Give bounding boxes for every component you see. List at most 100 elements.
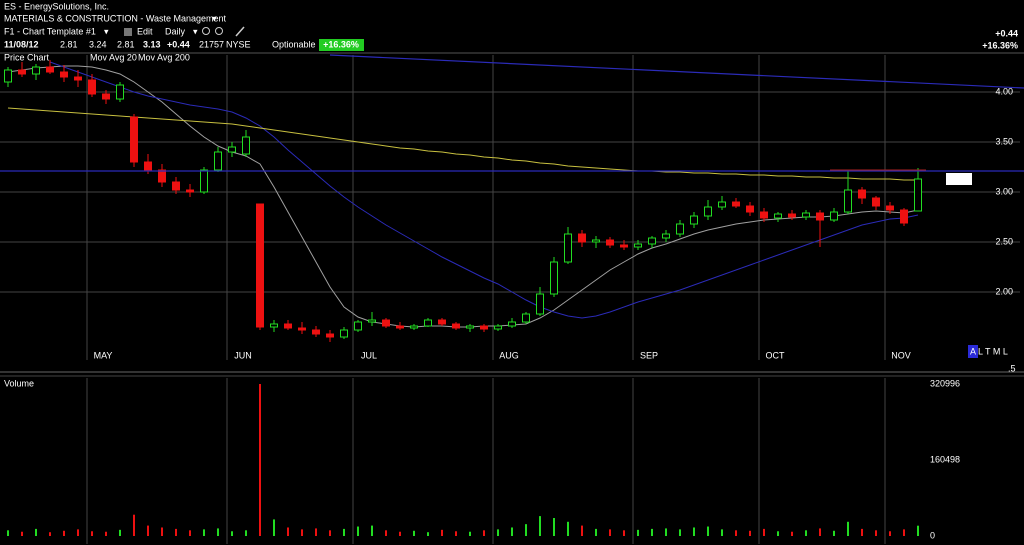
candle-body: [858, 189, 866, 199]
volume-bar: [35, 528, 37, 536]
volume-bar: [273, 519, 275, 536]
candle-body: [368, 319, 376, 323]
y-tick-label: 4.00: [995, 86, 1013, 96]
volume-bar: [217, 528, 219, 536]
candle-body: [830, 211, 838, 221]
volume-bar: [875, 530, 877, 536]
candle-body: [46, 66, 54, 73]
volume-tick-label: 320996: [930, 378, 960, 388]
volume-bar: [483, 530, 485, 536]
volume-bar: [147, 525, 149, 536]
y-tick-label: 2.00: [995, 286, 1013, 296]
candle-body: [662, 233, 670, 239]
volume-bar: [469, 531, 471, 536]
candle-body: [270, 323, 278, 328]
x-tick-label: JUL: [361, 350, 377, 360]
candle-body: [410, 325, 418, 329]
candle-body: [690, 215, 698, 225]
candle-body: [718, 201, 726, 208]
volume-bar: [21, 531, 23, 536]
volume-bar: [49, 532, 51, 536]
candle-body: [564, 233, 572, 263]
candle-body: [382, 319, 390, 327]
legend-price: Price Chart: [4, 52, 50, 62]
y-tick-label: 2.50: [995, 236, 1013, 246]
volume-bar: [637, 529, 639, 536]
volume-bar: [119, 529, 121, 536]
candle-body: [158, 169, 166, 183]
period[interactable]: Daily: [165, 26, 186, 36]
candle-body: [354, 321, 362, 331]
y-tick-label: 3.50: [995, 136, 1013, 146]
edit-button[interactable]: Edit: [137, 26, 153, 36]
candle-body: [256, 203, 264, 328]
sector[interactable]: MATERIALS & CONSTRUCTION - Waste Managem…: [4, 13, 227, 23]
candle-body: [900, 209, 908, 224]
sector-dropdown[interactable]: ▾: [212, 13, 217, 23]
code-box[interactable]: [968, 345, 978, 358]
quote-volume: 21757: [199, 39, 224, 49]
zoom-in-icon[interactable]: [202, 27, 210, 35]
candle-body: [620, 244, 628, 248]
zoom-out-icon[interactable]: [215, 27, 223, 35]
candle-body: [298, 327, 306, 331]
candle-body: [74, 76, 82, 81]
volume-bar: [665, 528, 667, 536]
template-dropdown[interactable]: ▾: [104, 26, 109, 36]
quote-open: 2.81: [60, 39, 78, 49]
candle-body: [704, 206, 712, 217]
volume-bar: [77, 529, 79, 536]
change-right: +0.44: [995, 28, 1018, 38]
volume-bar: [623, 530, 625, 536]
draw-tool-icon[interactable]: [235, 26, 245, 37]
moving-average-line: [49, 61, 919, 319]
volume-bar: [735, 530, 737, 536]
quote-low: 2.81: [117, 39, 135, 49]
candle-body: [788, 213, 796, 218]
candle-body: [396, 325, 404, 329]
legend-entry: Mov Avg 20: [90, 52, 137, 62]
volume-bar: [91, 531, 93, 536]
volume-bar: [63, 530, 65, 536]
template[interactable]: F1 - Chart Template #1: [4, 26, 96, 36]
volume-bar: [553, 518, 555, 536]
volume-bar: [329, 530, 331, 536]
volume-bar: [441, 529, 443, 536]
volume-bar: [567, 521, 569, 536]
volume-bar: [231, 531, 233, 536]
volume-bar: [189, 530, 191, 536]
candle-body: [326, 333, 334, 338]
period-dropdown[interactable]: ▾: [193, 26, 198, 36]
volume-bar: [749, 530, 751, 536]
volume-bar: [399, 531, 401, 536]
volume-bar: [301, 529, 303, 536]
x-tick-label: AUG: [499, 350, 519, 360]
candle-body: [732, 201, 740, 207]
volume-bar: [371, 525, 373, 536]
volume-bar: [539, 516, 541, 536]
quote-date: 11/08/12: [4, 39, 39, 49]
quote-change: +0.44: [167, 39, 190, 49]
last-price-box: [946, 173, 972, 185]
candle-body: [578, 233, 586, 243]
candle-body: [606, 239, 614, 246]
volume-bar: [833, 530, 835, 536]
candle-body: [886, 205, 894, 211]
volume-bar: [679, 529, 681, 536]
overlay-codes[interactable]: A L T M L: [970, 346, 1008, 356]
trend-line[interactable]: [329, 54, 1024, 89]
edit-icon[interactable]: [124, 28, 132, 36]
volume-bar: [917, 525, 919, 536]
candle-body: [452, 323, 460, 329]
moving-average-line: [7, 107, 918, 181]
candle-body: [424, 319, 432, 327]
volume-bar: [315, 528, 317, 536]
volume-bar: [805, 530, 807, 536]
change-badge-text: +16.36%: [323, 39, 359, 49]
volume-bar: [707, 526, 709, 536]
quote-high: 3.24: [89, 39, 107, 49]
volume-tick-label: 0: [930, 530, 935, 540]
candle-body: [102, 93, 110, 100]
